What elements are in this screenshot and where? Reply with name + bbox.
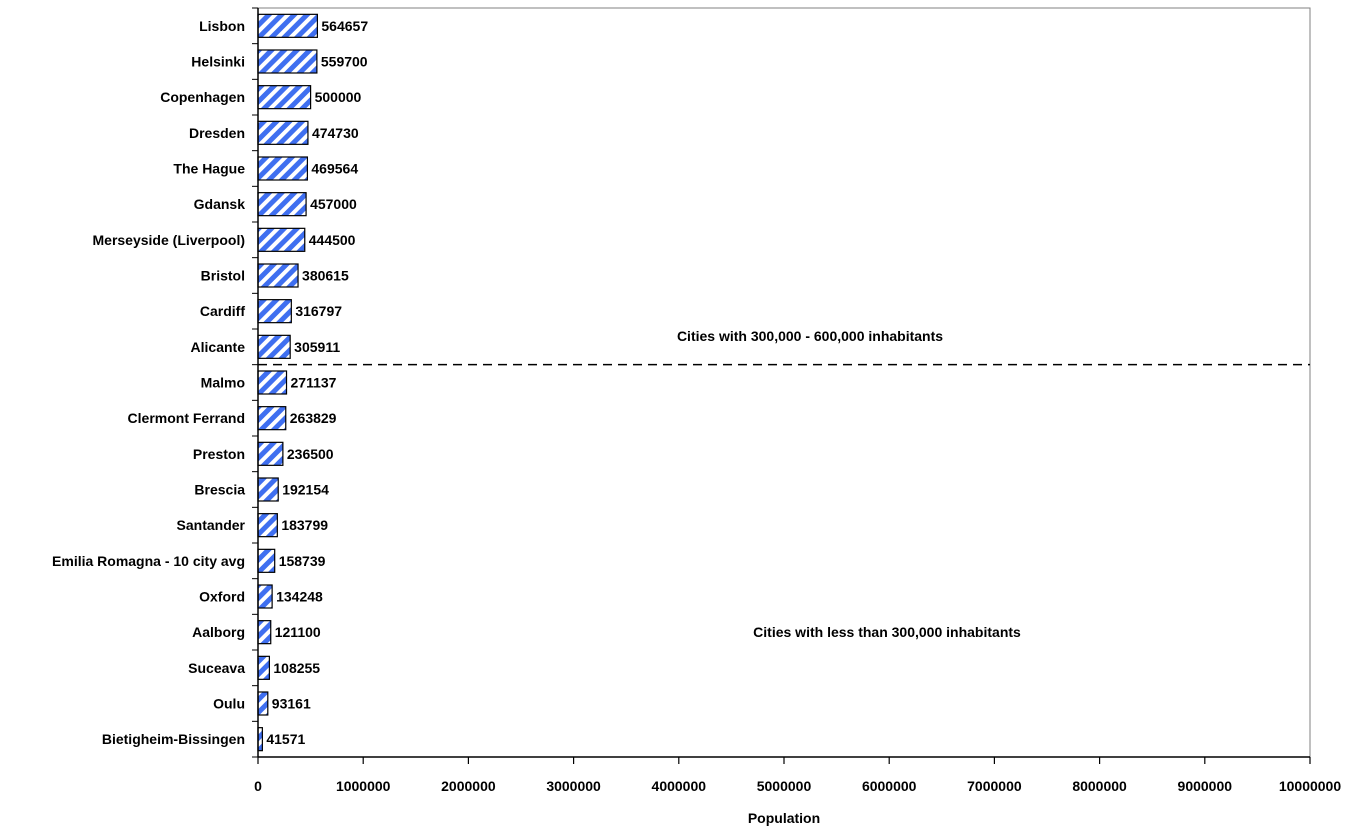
value-label: 469564: [311, 161, 358, 177]
category-label: Helsinki: [191, 54, 245, 70]
x-tick-label: 3000000: [546, 778, 601, 794]
category-label: The Hague: [173, 161, 245, 177]
annotation-upper-group: Cities with 300,000 - 600,000 inhabitant…: [677, 328, 943, 344]
value-label: 158739: [279, 553, 326, 569]
x-tick-label: 9000000: [1178, 778, 1233, 794]
bar-12: [257, 406, 287, 431]
value-label: 108255: [273, 660, 320, 676]
value-label: 444500: [309, 232, 356, 248]
category-label: Preston: [193, 446, 245, 462]
bar-11: [257, 370, 288, 395]
category-label: Copenhagen: [160, 89, 245, 105]
bar-4: [257, 120, 309, 145]
category-label: Merseyside (Liverpool): [93, 232, 246, 248]
category-label: Clermont Ferrand: [128, 410, 245, 426]
value-label: 271137: [291, 375, 337, 391]
x-tick-label: 1000000: [336, 778, 391, 794]
value-label: 559700: [321, 54, 368, 70]
bar-3: [257, 85, 312, 110]
bar-20: [257, 691, 269, 716]
category-label: Brescia: [194, 482, 245, 498]
value-label: 236500: [287, 446, 334, 462]
value-label: 564657: [321, 18, 368, 34]
x-axis-title: Population: [748, 810, 820, 826]
x-tick-label: 7000000: [967, 778, 1022, 794]
value-label: 121100: [275, 624, 321, 640]
x-tick-label: 6000000: [862, 778, 917, 794]
bar-16: [257, 548, 276, 573]
value-label: 500000: [315, 89, 362, 105]
value-label: 305911: [294, 339, 340, 355]
category-label: Santander: [177, 517, 246, 533]
x-tick-label: 10000000: [1279, 778, 1342, 794]
value-label: 183799: [281, 517, 328, 533]
value-label: 41571: [266, 731, 305, 747]
value-label: 474730: [312, 125, 359, 141]
bar-5: [257, 156, 308, 181]
value-label: 93161: [272, 696, 311, 712]
bar-18: [257, 620, 272, 645]
bar-10: [257, 334, 291, 359]
category-label: Malmo: [201, 375, 245, 391]
bar-14: [257, 477, 279, 502]
bar-1: [257, 13, 319, 38]
bar-17: [257, 584, 273, 609]
bar-7: [257, 227, 306, 252]
bar-9: [257, 299, 292, 324]
annotation-lower-group: Cities with less than 300,000 inhabitant…: [753, 624, 1021, 640]
category-label: Suceava: [188, 660, 245, 676]
bar-6: [257, 192, 307, 217]
value-label: 134248: [276, 589, 323, 605]
x-tick-label: 5000000: [757, 778, 812, 794]
category-label: Bristol: [201, 268, 245, 284]
bar-15: [257, 513, 278, 538]
value-label: 457000: [310, 196, 357, 212]
value-label: 380615: [302, 268, 349, 284]
value-label: 316797: [295, 303, 342, 319]
category-label: Emilia Romagna - 10 city avg: [52, 553, 245, 569]
category-label: Oxford: [199, 589, 245, 605]
bar-2: [257, 49, 318, 74]
plot-frame: [257, 7, 1311, 758]
value-label: 263829: [290, 410, 337, 426]
x-tick-label: 8000000: [1072, 778, 1127, 794]
category-label: Aalborg: [192, 624, 245, 640]
category-label: Alicante: [191, 339, 246, 355]
x-tick-label: 4000000: [652, 778, 707, 794]
category-label: Bietigheim-Bissingen: [102, 731, 245, 747]
category-label: Oulu: [213, 696, 245, 712]
bar-19: [257, 655, 270, 680]
bar-13: [257, 441, 284, 466]
category-label: Lisbon: [199, 18, 245, 34]
x-tick-label: 0: [254, 778, 262, 794]
x-tick-label: 2000000: [441, 778, 496, 794]
category-label: Gdansk: [194, 196, 246, 212]
category-label: Cardiff: [200, 303, 245, 319]
value-label: 192154: [282, 482, 329, 498]
bar-8: [257, 263, 299, 288]
category-label: Dresden: [189, 125, 245, 141]
